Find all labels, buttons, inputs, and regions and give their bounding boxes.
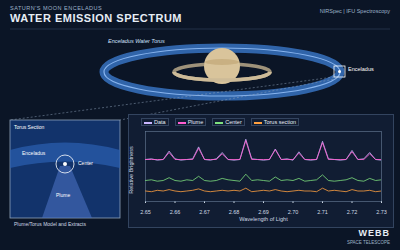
svg-text:2.73: 2.73	[376, 209, 387, 215]
svg-text:2.70: 2.70	[288, 209, 299, 215]
html-text:Enceladus: Enceladus	[348, 66, 374, 72]
svg-text:2.71: 2.71	[317, 209, 328, 215]
html-text:Plume: Plume	[187, 119, 204, 125]
html-text:Enceladus: Enceladus	[22, 150, 46, 156]
html-text:Plume: Plume	[56, 192, 71, 198]
svg-text:2.66: 2.66	[170, 209, 181, 215]
html-text:Enceladus Water Torus: Enceladus Water Torus	[108, 38, 165, 44]
svg-text:2.69: 2.69	[258, 209, 269, 215]
svg-text:2.72: 2.72	[347, 209, 358, 215]
html-text:SPACE TELESCOPE: SPACE TELESCOPE	[346, 240, 390, 245]
html-text:Data: Data	[154, 119, 166, 125]
html-text:WATER EMISSION SPECTRUM: WATER EMISSION SPECTRUM	[10, 12, 182, 24]
svg-text:Wavelength of Light: Wavelength of Light	[239, 216, 288, 222]
svg-text:2.65: 2.65	[140, 209, 151, 215]
html-text:SATURN'S MOON ENCELADUS: SATURN'S MOON ENCELADUS	[10, 5, 103, 11]
html-text:Relative Brightness: Relative Brightness	[127, 146, 134, 194]
html-text:NIRSpec | IFU Spectroscopy: NIRSpec | IFU Spectroscopy	[319, 8, 390, 14]
html-text:Torus section: Torus section	[263, 119, 297, 125]
html-text:Plume/Torus Model and Extracts: Plume/Torus Model and Extracts	[14, 221, 86, 227]
html-text:Center: Center	[225, 119, 242, 125]
html-text:WEBB: WEBB	[358, 228, 390, 238]
svg-text:2.67: 2.67	[199, 209, 210, 215]
svg-text:2.68: 2.68	[229, 209, 240, 215]
html-text:Center: Center	[78, 160, 93, 166]
html-text:Torus Section: Torus Section	[14, 124, 45, 130]
